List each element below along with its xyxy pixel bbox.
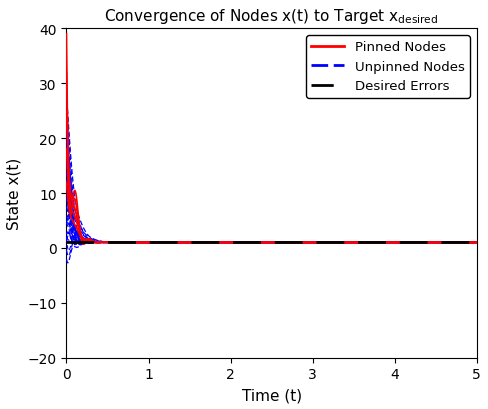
- Title: Convergence of Nodes x(t) to Target x$_{\mathregular{desired}}$: Convergence of Nodes x(t) to Target x$_{…: [104, 7, 439, 26]
- X-axis label: Time (t): Time (t): [242, 387, 302, 402]
- Legend: Pinned Nodes, Unpinned Nodes, Desired Errors: Pinned Nodes, Unpinned Nodes, Desired Er…: [306, 36, 470, 99]
- Y-axis label: State x(t): State x(t): [7, 157, 22, 229]
